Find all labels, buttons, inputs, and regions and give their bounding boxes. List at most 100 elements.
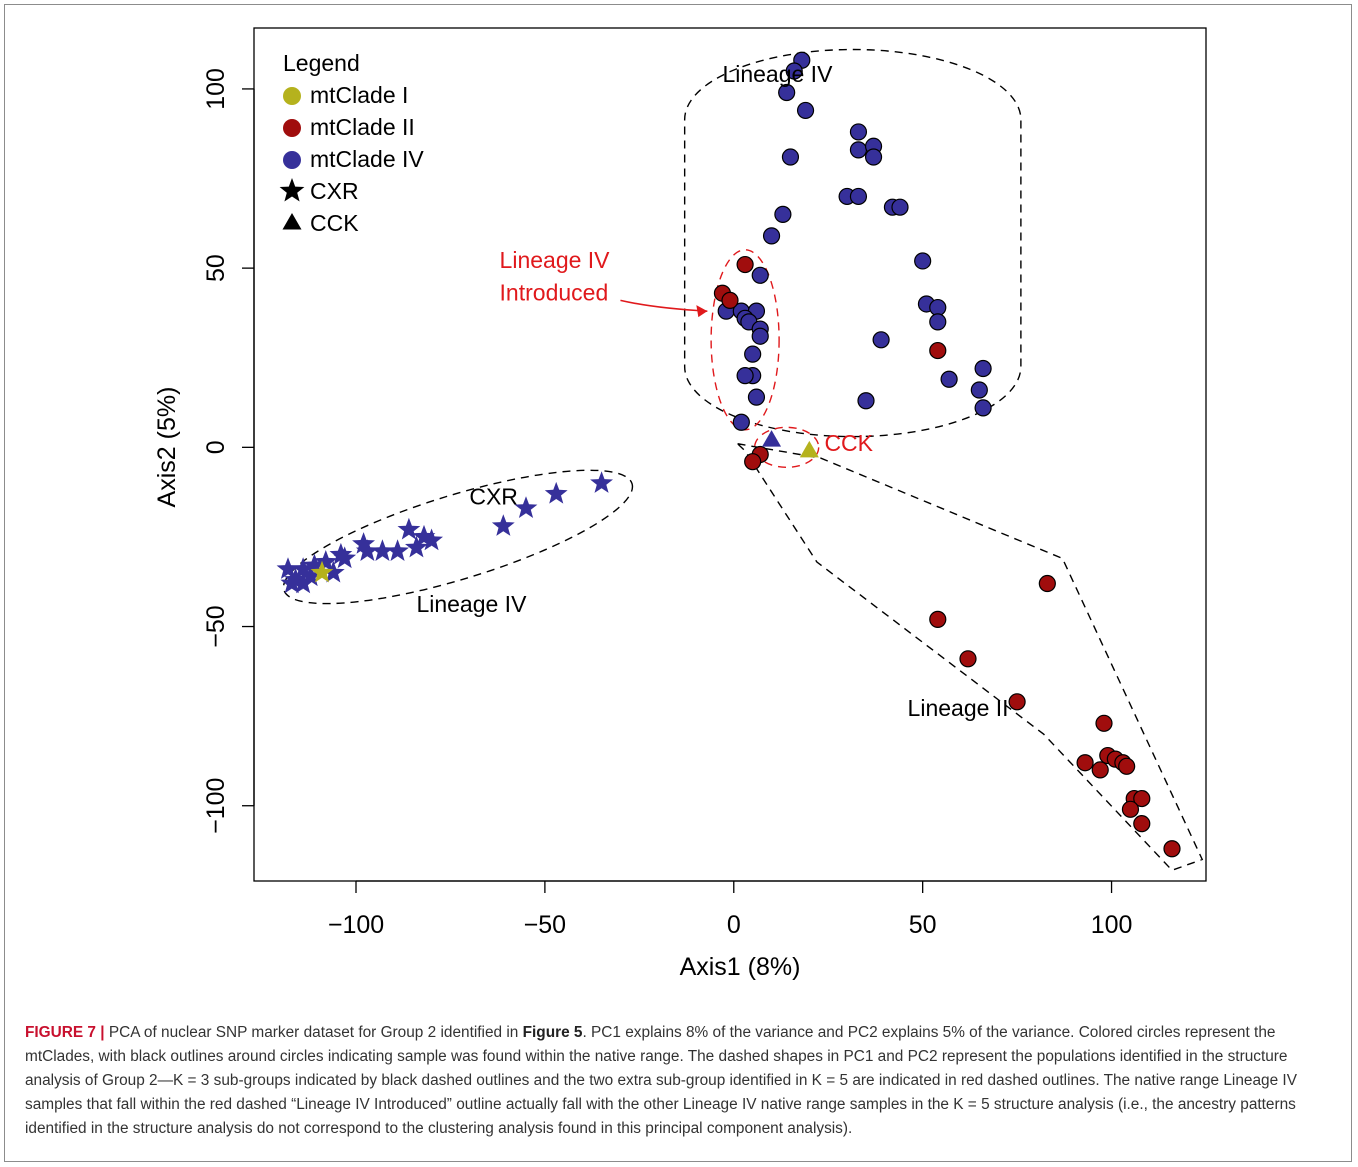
legend-entry-label: CCK <box>310 210 359 236</box>
point-circle <box>778 83 796 102</box>
annotations: Lineage IV CXR Lineage IV Lineage II CCK Line… <box>416 61 1008 721</box>
point-circle <box>1121 800 1140 818</box>
y-tick-label: −50 <box>202 605 230 647</box>
introduced-arrow <box>620 299 708 312</box>
point-circle <box>736 367 754 385</box>
point-star <box>397 517 421 540</box>
point-circle <box>774 205 792 223</box>
figure-caption: FIGURE 7 | PCA of nuclear SNP marker dat… <box>25 1021 1343 1141</box>
point-circle <box>785 62 803 80</box>
point-circle <box>849 123 868 141</box>
point-circle <box>929 298 947 317</box>
point-circle <box>732 413 750 431</box>
point-star <box>310 560 334 583</box>
point-star <box>333 546 357 569</box>
point-circle <box>970 381 988 399</box>
annotation-label: Lineage IV <box>722 61 833 87</box>
point-circle <box>1163 840 1181 858</box>
outline-lineage-ii <box>735 442 1204 872</box>
point-circle <box>721 291 739 309</box>
y-tick-label: 100 <box>202 68 230 110</box>
point-circle <box>849 187 868 206</box>
point-circle <box>929 341 947 360</box>
figure-frame: −100 −50 0 50 100 −100 −50 0 50 100 Axis1 (8%) A… <box>4 4 1352 1162</box>
legend-marker-star <box>279 178 305 202</box>
point-star <box>544 481 568 504</box>
outline-lineage-iv <box>683 48 1022 438</box>
x-tick-label: −100 <box>328 911 384 939</box>
point-circle <box>751 266 769 284</box>
annotation-label: Introduced <box>500 279 609 305</box>
point-triangle <box>762 430 782 447</box>
outline-red-cck <box>753 426 820 469</box>
caption-text-part2: . PC1 explains 8% of the variance and PC… <box>25 1024 1297 1137</box>
point-circle <box>1118 757 1136 775</box>
y-axis: −100 −50 0 50 100 <box>202 68 255 834</box>
x-axis: −100 −50 0 50 100 <box>328 880 1133 939</box>
point-star <box>284 567 307 590</box>
y-tick-label: 50 <box>202 254 230 282</box>
point-star <box>291 571 315 594</box>
annotation-label: Lineage IV <box>416 591 527 617</box>
point-circle <box>857 392 875 410</box>
annotation-label: Lineage IV <box>500 247 611 273</box>
caption-text-part1: PCA of nuclear SNP marker dataset for Gr… <box>104 1024 523 1041</box>
point-circle <box>1008 693 1026 711</box>
point-star <box>276 557 300 579</box>
outline-red-introduced <box>710 249 780 431</box>
point-circle <box>974 359 992 378</box>
data-points <box>276 51 1181 858</box>
annotation-label: CCK <box>824 430 873 456</box>
point-star <box>355 539 379 561</box>
point-star <box>303 553 326 576</box>
point-star <box>405 535 428 558</box>
point-star <box>321 560 345 583</box>
point-circle <box>1091 761 1109 779</box>
point-star <box>299 564 323 587</box>
x-axis-label: Axis1 (8%) <box>680 953 801 981</box>
point-circle <box>849 141 868 159</box>
legend: Legend mtClade I mtClade II mtClade IV CXR CC… <box>279 50 424 236</box>
caption-figure-reference: Figure 5 <box>522 1024 583 1041</box>
point-circle <box>891 198 909 216</box>
legend-entry-label: mtClade I <box>310 82 408 108</box>
x-tick-label: 0 <box>727 911 741 939</box>
point-star <box>514 496 538 518</box>
point-star <box>314 550 338 572</box>
x-tick-label: 100 <box>1091 911 1133 939</box>
point-star <box>291 557 315 579</box>
point-star <box>371 539 394 561</box>
point-circle <box>1133 815 1151 833</box>
point-circle <box>1076 754 1094 772</box>
point-circle <box>974 399 992 417</box>
point-star <box>386 539 409 561</box>
cluster-outlines <box>282 48 1204 872</box>
legend-marker-circle <box>283 151 301 169</box>
legend-entry-label: CXR <box>310 178 359 204</box>
point-circle <box>736 255 754 274</box>
point-circle <box>872 331 890 349</box>
point-circle <box>864 148 883 166</box>
legend-entry-label: mtClade II <box>310 114 415 140</box>
point-triangle <box>799 440 819 458</box>
x-tick-label: 50 <box>909 911 937 939</box>
point-star <box>590 471 613 493</box>
point-circle <box>1133 789 1151 808</box>
point-circle <box>1038 574 1056 593</box>
outline-lineage-iv-cxr <box>282 469 634 605</box>
point-star <box>352 532 375 554</box>
y-tick-label: 0 <box>202 440 230 454</box>
point-star <box>329 542 353 565</box>
introduced-arrowhead <box>696 305 708 318</box>
point-circle <box>744 453 762 471</box>
y-axis-label: Axis2 (5%) <box>153 387 181 508</box>
legend-title: Legend <box>283 50 360 76</box>
point-star <box>280 571 304 594</box>
point-circle <box>781 148 800 166</box>
annotation-label: Lineage II <box>908 695 1009 721</box>
point-circle <box>762 227 781 245</box>
annotation-label: CXR <box>469 484 518 510</box>
point-star <box>491 514 515 536</box>
point-star <box>420 528 443 551</box>
y-tick-label: −100 <box>202 778 230 834</box>
